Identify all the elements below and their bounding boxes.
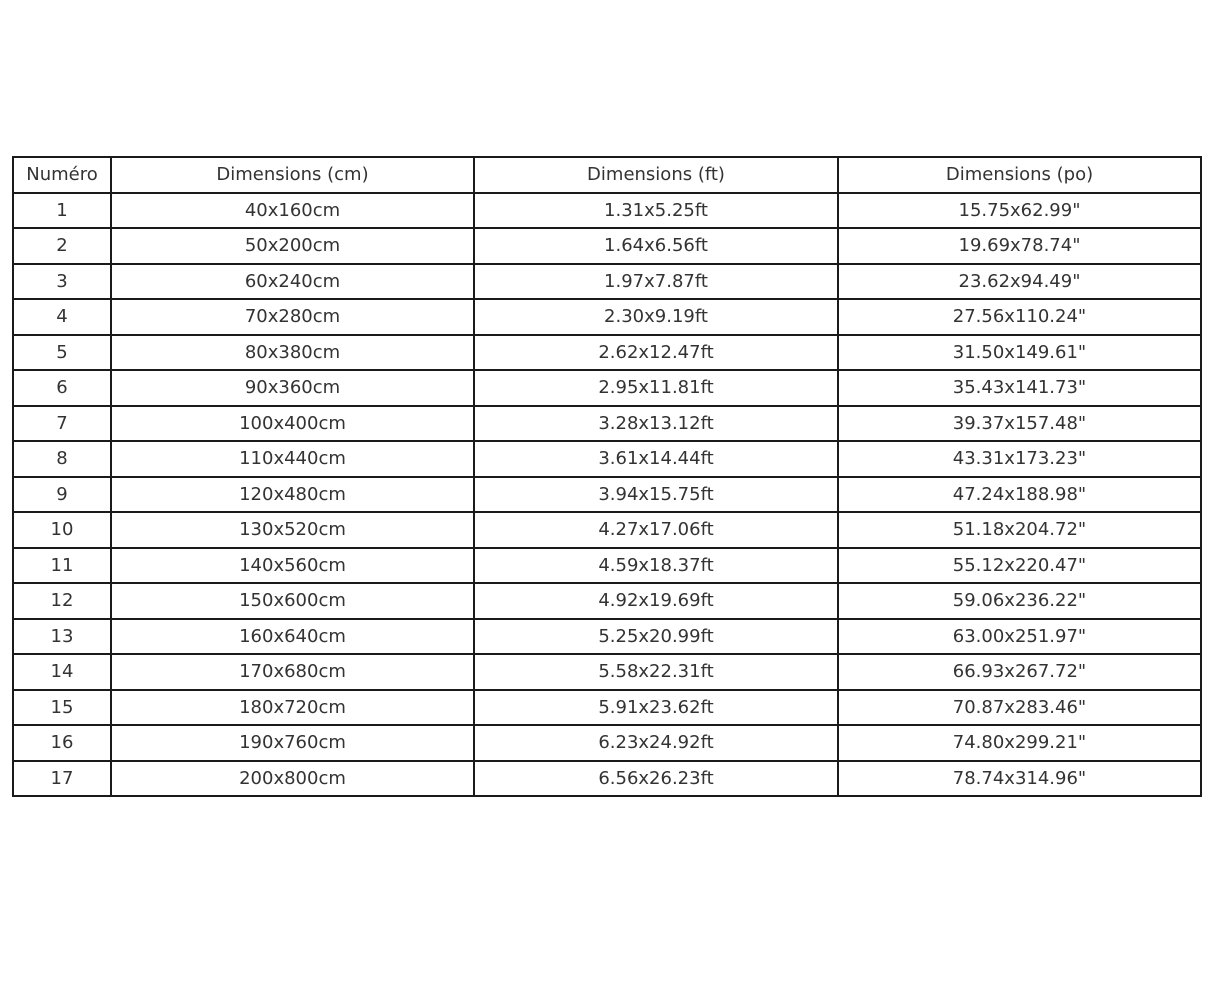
cell-numero: 5 <box>12 333 112 371</box>
table-body: 1 40x160cm 1.31x5.25ft 15.75x62.99" 2 50x200c… <box>12 191 1202 797</box>
cell-numero: 3 <box>12 262 112 300</box>
cell-dimensions-cm: 160x640cm <box>110 617 475 655</box>
table-header: Numéro Dimensions (cm) Dimensions (ft) D… <box>12 156 1202 194</box>
cell-numero: 10 <box>12 511 112 549</box>
dimensions-table: Numéro Dimensions (cm) Dimensions (ft) D… <box>12 156 1202 797</box>
cell-numero: 17 <box>12 759 112 797</box>
cell-dimensions-ft: 2.95x11.81ft <box>473 369 839 407</box>
cell-dimensions-po: 59.06x236.22" <box>837 582 1202 620</box>
cell-dimensions-cm: 100x400cm <box>110 404 475 442</box>
table-row: 2 50x200cm 1.64x6.56ft 19.69x78.74" <box>12 227 1202 265</box>
table-row: 5 80x380cm 2.62x12.47ft 31.50x149.61" <box>12 333 1202 371</box>
cell-dimensions-ft: 4.59x18.37ft <box>473 546 839 584</box>
cell-dimensions-ft: 5.91x23.62ft <box>473 688 839 726</box>
cell-dimensions-ft: 3.94x15.75ft <box>473 475 839 513</box>
cell-numero: 6 <box>12 369 112 407</box>
cell-dimensions-ft: 2.62x12.47ft <box>473 333 839 371</box>
cell-dimensions-po: 43.31x173.23" <box>837 440 1202 478</box>
cell-dimensions-ft: 3.28x13.12ft <box>473 404 839 442</box>
cell-dimensions-ft: 5.58x22.31ft <box>473 653 839 691</box>
cell-dimensions-po: 15.75x62.99" <box>837 191 1202 229</box>
cell-numero: 12 <box>12 582 112 620</box>
cell-numero: 7 <box>12 404 112 442</box>
table-row: 16 190x760cm 6.23x24.92ft 74.80x299.21" <box>12 724 1202 762</box>
cell-dimensions-cm: 60x240cm <box>110 262 475 300</box>
table-row: 4 70x280cm 2.30x9.19ft 27.56x110.24" <box>12 298 1202 336</box>
table-row: 6 90x360cm 2.95x11.81ft 35.43x141.73" <box>12 369 1202 407</box>
cell-numero: 15 <box>12 688 112 726</box>
cell-dimensions-ft: 6.56x26.23ft <box>473 759 839 797</box>
cell-dimensions-po: 55.12x220.47" <box>837 546 1202 584</box>
cell-dimensions-cm: 170x680cm <box>110 653 475 691</box>
table-row: 13 160x640cm 5.25x20.99ft 63.00x251.97" <box>12 617 1202 655</box>
cell-dimensions-cm: 140x560cm <box>110 546 475 584</box>
column-header-numero: Numéro <box>12 156 112 194</box>
cell-numero: 11 <box>12 546 112 584</box>
cell-dimensions-cm: 80x380cm <box>110 333 475 371</box>
cell-dimensions-ft: 3.61x14.44ft <box>473 440 839 478</box>
cell-dimensions-cm: 70x280cm <box>110 298 475 336</box>
header-row: Numéro Dimensions (cm) Dimensions (ft) D… <box>12 156 1202 194</box>
table-row: 11 140x560cm 4.59x18.37ft 55.12x220.47" <box>12 546 1202 584</box>
cell-numero: 8 <box>12 440 112 478</box>
cell-dimensions-po: 66.93x267.72" <box>837 653 1202 691</box>
cell-numero: 16 <box>12 724 112 762</box>
table-row: 10 130x520cm 4.27x17.06ft 51.18x204.72" <box>12 511 1202 549</box>
cell-dimensions-po: 23.62x94.49" <box>837 262 1202 300</box>
cell-numero: 1 <box>12 191 112 229</box>
cell-dimensions-cm: 150x600cm <box>110 582 475 620</box>
cell-dimensions-ft: 1.64x6.56ft <box>473 227 839 265</box>
cell-dimensions-cm: 40x160cm <box>110 191 475 229</box>
cell-numero: 14 <box>12 653 112 691</box>
cell-numero: 4 <box>12 298 112 336</box>
cell-dimensions-ft: 4.92x19.69ft <box>473 582 839 620</box>
table-row: 15 180x720cm 5.91x23.62ft 70.87x283.46" <box>12 688 1202 726</box>
table-row: 14 170x680cm 5.58x22.31ft 66.93x267.72" <box>12 653 1202 691</box>
table-row: 7 100x400cm 3.28x13.12ft 39.37x157.48" <box>12 404 1202 442</box>
cell-dimensions-po: 63.00x251.97" <box>837 617 1202 655</box>
cell-dimensions-ft: 4.27x17.06ft <box>473 511 839 549</box>
cell-dimensions-cm: 110x440cm <box>110 440 475 478</box>
cell-numero: 2 <box>12 227 112 265</box>
cell-dimensions-po: 39.37x157.48" <box>837 404 1202 442</box>
cell-dimensions-cm: 200x800cm <box>110 759 475 797</box>
column-header-dimensions-ft: Dimensions (ft) <box>473 156 839 194</box>
cell-dimensions-po: 31.50x149.61" <box>837 333 1202 371</box>
cell-dimensions-ft: 5.25x20.99ft <box>473 617 839 655</box>
table-row: 17 200x800cm 6.56x26.23ft 78.74x314.96" <box>12 759 1202 797</box>
cell-dimensions-cm: 130x520cm <box>110 511 475 549</box>
column-header-dimensions-po: Dimensions (po) <box>837 156 1202 194</box>
cell-dimensions-po: 19.69x78.74" <box>837 227 1202 265</box>
cell-numero: 9 <box>12 475 112 513</box>
cell-dimensions-cm: 190x760cm <box>110 724 475 762</box>
cell-dimensions-ft: 1.97x7.87ft <box>473 262 839 300</box>
cell-dimensions-cm: 180x720cm <box>110 688 475 726</box>
cell-dimensions-po: 70.87x283.46" <box>837 688 1202 726</box>
cell-dimensions-po: 74.80x299.21" <box>837 724 1202 762</box>
cell-dimensions-ft: 2.30x9.19ft <box>473 298 839 336</box>
cell-dimensions-cm: 50x200cm <box>110 227 475 265</box>
cell-dimensions-po: 78.74x314.96" <box>837 759 1202 797</box>
cell-numero: 13 <box>12 617 112 655</box>
table-row: 12 150x600cm 4.92x19.69ft 59.06x236.22" <box>12 582 1202 620</box>
cell-dimensions-ft: 1.31x5.25ft <box>473 191 839 229</box>
cell-dimensions-po: 35.43x141.73" <box>837 369 1202 407</box>
cell-dimensions-po: 27.56x110.24" <box>837 298 1202 336</box>
table-row: 9 120x480cm 3.94x15.75ft 47.24x188.98" <box>12 475 1202 513</box>
table-row: 3 60x240cm 1.97x7.87ft 23.62x94.49" <box>12 262 1202 300</box>
cell-dimensions-cm: 90x360cm <box>110 369 475 407</box>
cell-dimensions-cm: 120x480cm <box>110 475 475 513</box>
column-header-dimensions-cm: Dimensions (cm) <box>110 156 475 194</box>
cell-dimensions-po: 47.24x188.98" <box>837 475 1202 513</box>
table-row: 8 110x440cm 3.61x14.44ft 43.31x173.23" <box>12 440 1202 478</box>
cell-dimensions-po: 51.18x204.72" <box>837 511 1202 549</box>
table-row: 1 40x160cm 1.31x5.25ft 15.75x62.99" <box>12 191 1202 229</box>
cell-dimensions-ft: 6.23x24.92ft <box>473 724 839 762</box>
